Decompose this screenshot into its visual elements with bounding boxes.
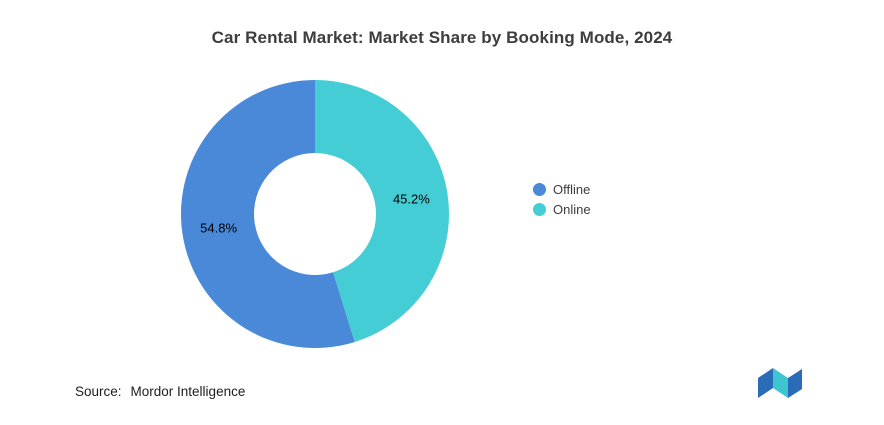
source-value: Mordor Intelligence bbox=[130, 384, 246, 399]
source-row: Source: Mordor Intelligence bbox=[75, 384, 245, 399]
chart-title: Car Rental Market: Market Share by Booki… bbox=[211, 28, 673, 47]
mordor-intelligence-logo bbox=[758, 368, 802, 398]
donut-chart: 54.8% 45.2% bbox=[180, 79, 450, 349]
legend-item-online: Online bbox=[533, 202, 591, 217]
donut-svg: 54.8% 45.2% bbox=[180, 80, 449, 349]
chart-legend: Offline Online bbox=[533, 182, 591, 217]
legend-label-online: Online bbox=[553, 202, 591, 217]
logo-right-shape bbox=[773, 368, 788, 398]
legend-swatch-offline bbox=[533, 183, 546, 196]
legend-item-offline: Offline bbox=[533, 182, 591, 197]
slice-online bbox=[315, 80, 449, 342]
slice-value-label-offline: 54.8% bbox=[200, 221, 237, 236]
legend-label-offline: Offline bbox=[553, 182, 591, 197]
logo-accent-shape bbox=[788, 369, 802, 398]
logo-left-shape bbox=[758, 368, 773, 398]
slice-offline bbox=[180, 80, 355, 349]
slice-value-label-online: 45.2% bbox=[393, 191, 430, 206]
legend-swatch-online bbox=[533, 203, 546, 216]
source-label: Source: bbox=[75, 384, 122, 399]
